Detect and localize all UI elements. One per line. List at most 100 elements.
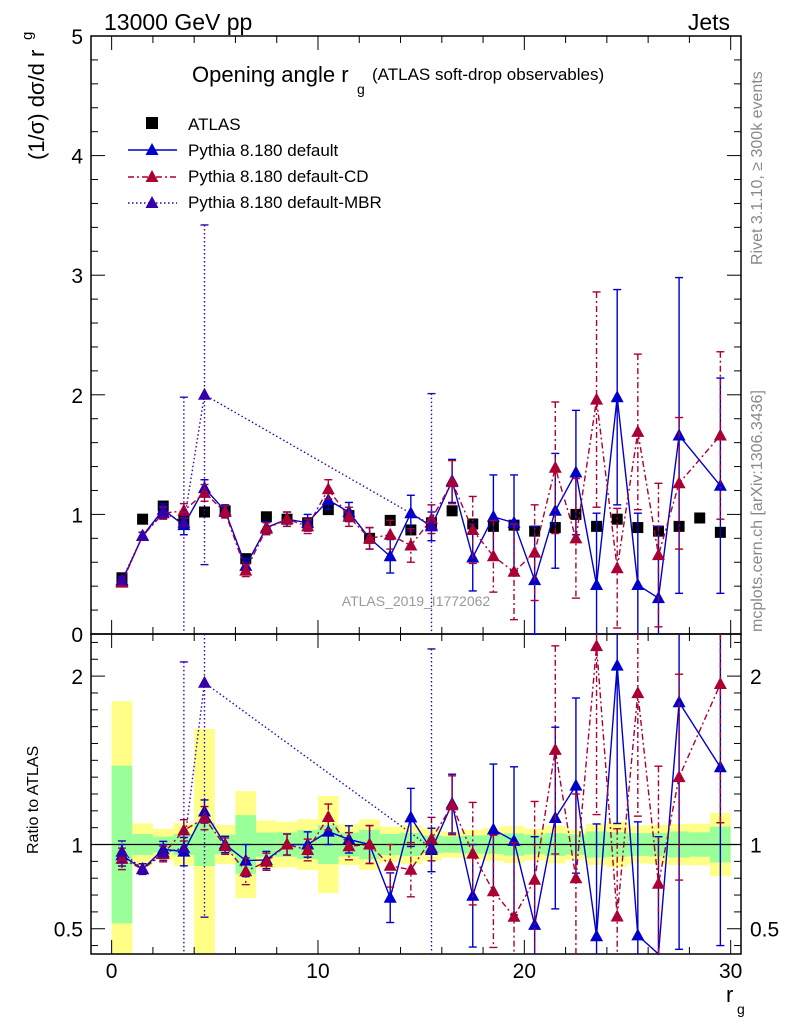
series-marker-cd [651, 548, 665, 561]
axes: 0 10 20 30 0 1 2 3 4 5 0.5 0.5 1 1 2 2 [54, 26, 779, 983]
x-tick-label: 30 [719, 960, 742, 983]
atlas-data-point [137, 513, 149, 525]
series-marker-cd [218, 505, 232, 518]
ratio-marker-cd [631, 686, 645, 699]
atlas-data-point [260, 511, 272, 523]
x-tick-label: 20 [513, 960, 536, 983]
ratio-marker-cd [590, 639, 604, 652]
ratio-marker-cd [218, 839, 232, 852]
ratio-marker-default [590, 929, 604, 942]
ratio-marker-cd [301, 842, 315, 855]
ratio-marker-cd [280, 837, 294, 850]
ratio-marker-default [383, 890, 397, 903]
ratio-tick-label-left: 0.5 [54, 919, 83, 942]
ratio-marker-default [713, 760, 727, 773]
series-line-mbr [121, 393, 432, 581]
series-marker-cd [445, 475, 459, 488]
main-plot-marks [115, 224, 727, 635]
y-tick-label: 1 [71, 504, 83, 527]
y-tick-label: 3 [71, 265, 83, 288]
ratio-marker-cd [528, 872, 542, 885]
series-line-default [121, 397, 721, 600]
series-marker-cd [280, 512, 294, 525]
legend-label-default: Pythia 8.180 default [188, 141, 339, 160]
atlas-data-point [446, 505, 458, 517]
legend-label-cd: Pythia 8.180 default-CD [188, 167, 369, 186]
series-marker-cd [197, 485, 211, 498]
series-marker-default [383, 549, 397, 562]
x-axis-label-subscript: g [737, 1001, 745, 1017]
ratio-marker-cd [713, 677, 727, 690]
series-marker-mbr [424, 518, 438, 531]
ratio-marker-cd [610, 909, 624, 922]
ratio-marker-mbr [424, 841, 438, 854]
series-marker-cd [610, 561, 624, 574]
ratio-marker-cd [259, 854, 273, 867]
series-marker-cd [321, 482, 335, 495]
analysis-id: ATLAS_2019_I1772062 [342, 593, 491, 609]
series-marker-cd [466, 522, 480, 535]
ratio-marker-mbr [136, 862, 150, 875]
legend-marker-atlas [146, 117, 158, 129]
ratio-plot-frame [90, 633, 742, 955]
series-marker-cd [383, 527, 397, 540]
series-marker-mbr [177, 515, 191, 528]
series-marker-cd [239, 563, 253, 576]
x-axis-label: r [726, 982, 733, 1007]
ratio-marker-cd [445, 798, 459, 811]
ratio-tick-label-right: 0.5 [750, 919, 779, 942]
chart-title: Opening angle r g (ATLAS soft-drop obser… [192, 62, 604, 97]
ratio-marker-default [672, 695, 686, 708]
ratio-marker-cd [651, 876, 665, 889]
series-marker-default [713, 478, 727, 491]
ratio-marker-cd [383, 858, 397, 871]
legend-marker-cd [145, 170, 159, 182]
ratio-tick-label-left: 2 [71, 666, 83, 689]
ratio-marker-default [466, 888, 480, 901]
series-marker-default [569, 465, 583, 478]
legend-marker-mbr [145, 196, 159, 208]
series-marker-cd [631, 424, 645, 437]
ratio-axis-label: Ratio to ATLAS [25, 746, 42, 854]
y-axis-label-text: (1/σ) dσ/d r [24, 50, 49, 160]
ratio-marker-cd [197, 811, 211, 824]
series-marker-cd [404, 538, 418, 551]
ratio-marker-default [631, 928, 645, 941]
y-tick-label: 0 [71, 624, 83, 647]
series-marker-cd [363, 531, 377, 544]
ratio-marker-cd [486, 884, 500, 897]
title-main: Opening angle r [192, 62, 349, 87]
atlas-data-point [198, 506, 210, 518]
series-marker-default [486, 509, 500, 522]
series-marker-cd [342, 509, 356, 522]
series-marker-cd [672, 476, 686, 489]
mcplots-label: mcplots.cern.ch [arXiv:1306.3436] [749, 390, 766, 632]
series-marker-default [507, 515, 521, 528]
title-rest: (ATLAS soft-drop observables) [372, 65, 604, 84]
series-marker-default [404, 506, 418, 519]
y-axis-label-subscript: g [19, 32, 36, 40]
ratio-marker-default [610, 658, 624, 671]
ratio-marker-default [404, 810, 418, 823]
ratio-tick-label-right: 2 [750, 666, 762, 689]
title-subscript: g [357, 81, 365, 97]
series-marker-mbr [115, 573, 129, 586]
ratio-marker-cd [177, 823, 191, 836]
series-marker-cd [301, 519, 315, 532]
y-tick-label: 4 [71, 146, 83, 169]
series-line-cd [121, 399, 721, 583]
series-marker-cd [548, 460, 562, 473]
y-axis-label: (1/σ) dσ/d r g [19, 32, 49, 160]
ratio-marker-mbr [115, 844, 129, 857]
ratio-marker-cd [672, 770, 686, 783]
series-marker-cd [486, 549, 500, 562]
ratio-marker-mbr [197, 675, 211, 688]
series-marker-cd [259, 521, 273, 534]
ratio-marker-cd [548, 742, 562, 755]
series-marker-mbr [136, 528, 150, 541]
ratio-tick-label-left: 1 [71, 835, 83, 858]
ratio-line-mbr [121, 681, 432, 870]
ratio-marker-cd [404, 862, 418, 875]
ratio-marker-mbr [156, 845, 170, 858]
